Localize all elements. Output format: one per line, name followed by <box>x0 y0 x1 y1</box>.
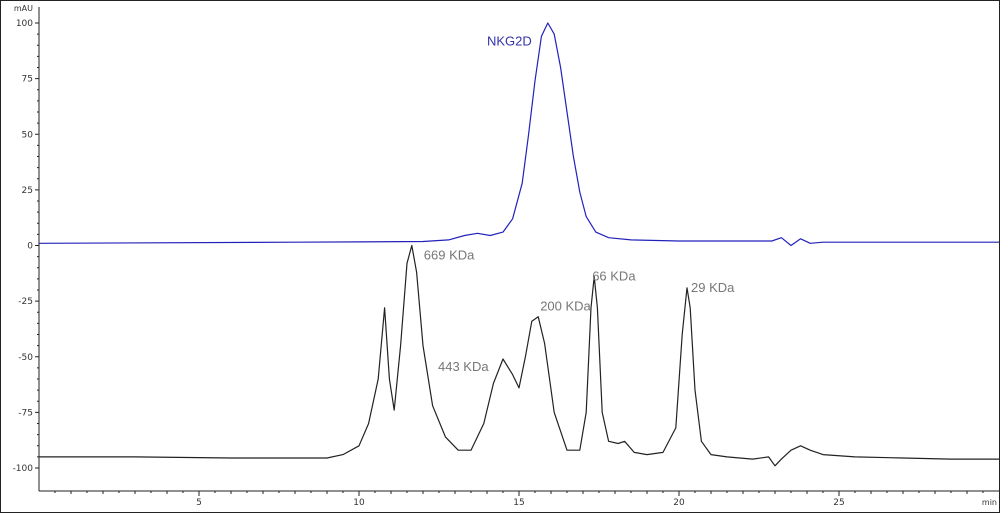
x-tick-label: 10 <box>353 498 365 508</box>
series-lines <box>38 22 999 467</box>
peak-label: 200 KDa <box>540 299 591 314</box>
peak-label: 66 KDa <box>592 269 636 284</box>
series-label-nkg2d: NKG2D <box>487 33 532 48</box>
y-tick-label: 75 <box>22 75 33 85</box>
axes: 100 75 50 25 0 -25 -50 -75 -100 mAU 5 10 15 20 25 min <box>13 4 999 508</box>
series-line-1 <box>39 244 999 467</box>
x-tick-label: 5 <box>196 498 202 508</box>
y-tick-label: 100 <box>16 19 33 29</box>
peak-label: 29 KDa <box>691 280 735 295</box>
y-tick-label: 0 <box>27 242 33 252</box>
y-tick-label: -25 <box>18 297 33 307</box>
y-tick-label: -100 <box>13 464 34 474</box>
peak-label: 443 KDa <box>438 359 489 374</box>
y-tick-label: -75 <box>18 408 33 418</box>
y-unit-label: mAU <box>14 4 33 13</box>
x-tick-label: 20 <box>673 498 685 508</box>
series-line-0 <box>38 22 999 247</box>
x-tick-label: 15 <box>513 498 524 508</box>
y-tick-label: -50 <box>18 353 33 363</box>
peak-label: 669 KDa <box>424 248 475 263</box>
x-unit-label: min <box>982 498 997 507</box>
y-tick-label: 25 <box>22 186 33 196</box>
x-tick-label: 25 <box>833 498 844 508</box>
y-tick-label: 50 <box>22 130 34 140</box>
